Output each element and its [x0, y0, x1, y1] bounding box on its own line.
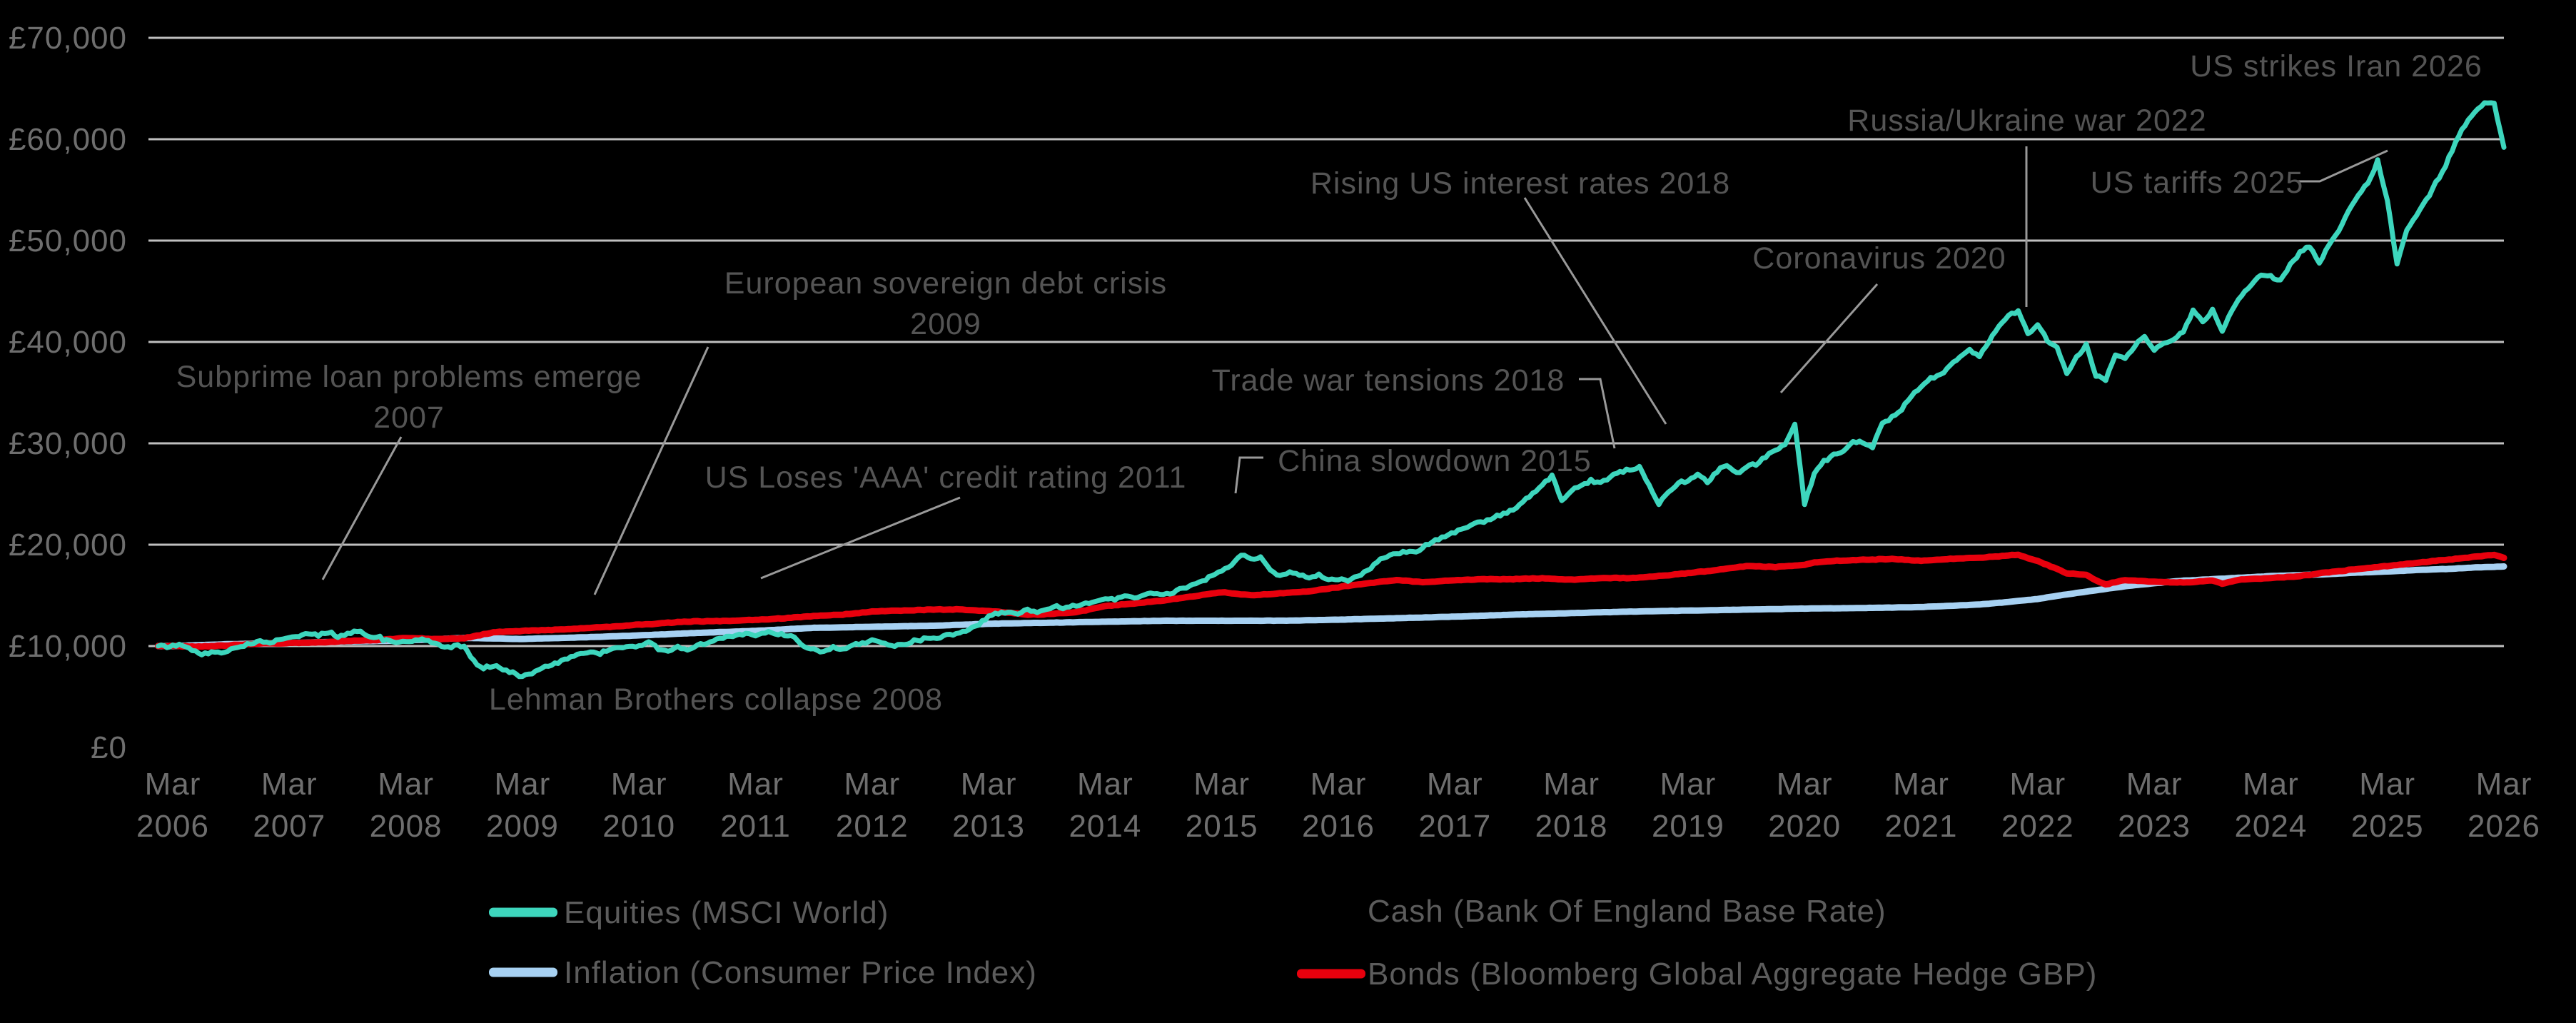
- series-line-inflation: [155, 563, 2507, 650]
- annotation-subprime: Subprime loan problems emerge: [176, 360, 642, 394]
- x-tick-year: 2006: [136, 809, 209, 844]
- x-tick-year: 2015: [1186, 809, 1258, 844]
- legend-swatch: [489, 967, 557, 977]
- x-tick-month: Mar: [2243, 767, 2299, 802]
- annotation-iran-strikes: US strikes Iran 2026: [2190, 49, 2482, 84]
- annotation-us-tariffs: US tariffs 2025: [2091, 166, 2304, 200]
- y-axis-labels: £70,000 £60,000 £50,000 £40,000 £30,000 £20,0…: [9, 21, 127, 765]
- x-tick-year: 2016: [1302, 809, 1375, 844]
- annotation-trade-war: Trade war tensions 2018: [1212, 363, 1565, 398]
- connector-subprime: [321, 436, 403, 580]
- legend-item-bonds[interactable]: Bonds (Bloomberg Global Aggregate Hedge …: [1297, 957, 2097, 992]
- x-tick-month: Mar: [1077, 767, 1133, 802]
- x-tick-month: Mar: [2476, 767, 2532, 802]
- legend-label: Bonds (Bloomberg Global Aggregate Hedge …: [1368, 957, 2097, 992]
- y-tick-label: £50,000: [9, 223, 127, 258]
- x-tick-month: Mar: [961, 767, 1017, 802]
- x-tick-year: 2020: [1768, 809, 1841, 844]
- legend-item-equities[interactable]: Equities (MSCI World): [489, 895, 889, 930]
- x-tick-month: Mar: [1310, 767, 1367, 802]
- x-tick-year: 2023: [2118, 809, 2191, 844]
- series-line-equities: [156, 100, 2507, 680]
- legend-item-inflation[interactable]: Inflation (Consumer Price Index): [489, 955, 1037, 990]
- x-tick-month: Mar: [261, 767, 318, 802]
- x-tick-month: Mar: [844, 767, 900, 802]
- x-tick-month: Mar: [378, 767, 434, 802]
- legend-swatch: [489, 907, 557, 917]
- x-axis-labels: Mar 2006 Mar 2007 Mar 2008 Mar 2009 Mar 2010 Mar 20…: [136, 767, 2540, 844]
- annotation-china-slowdown: China slowdown 2015: [1278, 444, 1592, 478]
- x-tick-year: 2019: [1652, 809, 1724, 844]
- x-tick-year: 2010: [602, 809, 675, 844]
- x-tick-year: 2013: [952, 809, 1025, 844]
- x-tick-year: 2024: [2234, 809, 2307, 844]
- x-tick-year: 2022: [2001, 809, 2074, 844]
- annotation-lehman: Lehman Brothers collapse 2008: [489, 682, 943, 717]
- annotation-rising-rates: Rising US interest rates 2018: [1310, 166, 1730, 201]
- connector-european-debt: [593, 346, 709, 595]
- x-tick-month: Mar: [1660, 767, 1717, 802]
- x-tick-year: 2011: [720, 809, 791, 844]
- y-tick-label: £40,000: [9, 325, 127, 360]
- x-tick-year: 2007: [253, 809, 325, 844]
- annotation-aaa-rating: US Loses 'AAA' credit rating 2011: [705, 460, 1187, 495]
- series-lines: [155, 100, 2507, 680]
- legend-label: Cash (Bank Of England Base Rate): [1368, 894, 1886, 929]
- annotation-european-debt: 2009: [910, 307, 981, 341]
- legend-label: Inflation (Consumer Price Index): [564, 955, 1037, 990]
- x-tick-year: 2014: [1069, 809, 1141, 844]
- annotation-subprime: 2007: [373, 400, 445, 435]
- y-tick-label: £10,000: [9, 629, 127, 664]
- y-tick-label: £60,000: [9, 122, 127, 157]
- annotation-connectors: [321, 146, 2388, 595]
- x-tick-year: 2009: [486, 809, 559, 844]
- x-tick-year: 2012: [836, 809, 909, 844]
- x-tick-month: Mar: [1427, 767, 1483, 802]
- x-tick-month: Mar: [1893, 767, 1949, 802]
- annotations: Subprime loan problems emerge 2007 Europea…: [176, 49, 2482, 717]
- legend-item-cash[interactable]: Cash (Bank Of England Base Rate): [1368, 894, 1886, 929]
- connector-trade-war: [1579, 378, 1616, 449]
- y-tick-label: £0: [91, 730, 127, 765]
- x-tick-year: 2021: [1885, 809, 1958, 844]
- x-tick-year: 2026: [2468, 809, 2540, 844]
- legend-label: Equities (MSCI World): [564, 895, 889, 930]
- x-tick-month: Mar: [611, 767, 667, 802]
- x-tick-year: 2008: [370, 809, 443, 844]
- connector-rising-rates: [1523, 197, 1667, 425]
- connector-aaa-rating: [760, 496, 961, 580]
- y-tick-label: £70,000: [9, 21, 127, 56]
- x-tick-month: Mar: [1777, 767, 1833, 802]
- annotation-coronavirus: Coronavirus 2020: [1752, 241, 2006, 276]
- x-tick-month: Mar: [145, 767, 201, 802]
- x-tick-year: 2025: [2351, 809, 2424, 844]
- gridlines: [148, 36, 2504, 647]
- legend-swatch: [1297, 969, 1365, 979]
- connector-coronavirus: [1779, 283, 1879, 393]
- x-tick-month: Mar: [727, 767, 784, 802]
- y-tick-label: £30,000: [9, 426, 127, 461]
- x-tick-month: Mar: [495, 767, 551, 802]
- series-line-bonds: [155, 551, 2507, 650]
- x-tick-year: 2018: [1535, 809, 1608, 844]
- annotation-russia-ukraine: Russia/Ukraine war 2022: [1847, 104, 2206, 138]
- x-tick-month: Mar: [1193, 767, 1250, 802]
- x-tick-year: 2017: [1418, 809, 1491, 844]
- legend: Equities (MSCI World) Cash (Bank Of Engla…: [489, 894, 2097, 992]
- x-tick-month: Mar: [2126, 767, 2183, 802]
- connector-us-tariffs: [2298, 149, 2388, 183]
- x-tick-month: Mar: [2359, 767, 2415, 802]
- connector-china-slowdown: [1234, 456, 1263, 494]
- annotation-european-debt: European sovereign debt crisis: [724, 266, 1167, 301]
- x-tick-month: Mar: [1543, 767, 1600, 802]
- y-tick-label: £20,000: [9, 528, 127, 563]
- x-tick-month: Mar: [2009, 767, 2066, 802]
